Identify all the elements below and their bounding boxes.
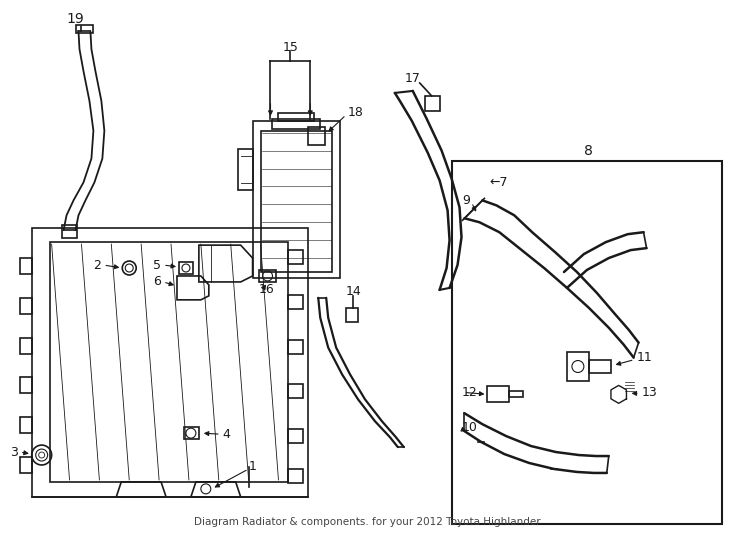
Text: 16: 16 <box>258 284 275 296</box>
Text: 11: 11 <box>636 351 653 364</box>
Text: 2: 2 <box>93 259 101 272</box>
Text: 3: 3 <box>10 446 18 458</box>
Text: 8: 8 <box>584 144 593 158</box>
Text: 17: 17 <box>405 72 421 85</box>
Text: 18: 18 <box>348 106 364 119</box>
Text: Diagram Radiator & components. for your 2012 Toyota Highlander: Diagram Radiator & components. for your … <box>194 517 540 526</box>
Text: 1: 1 <box>249 461 256 474</box>
Text: 19: 19 <box>67 12 84 26</box>
Text: ←7: ←7 <box>490 176 508 189</box>
Text: 9: 9 <box>462 194 470 207</box>
Text: 15: 15 <box>283 40 298 53</box>
Text: 6: 6 <box>153 275 161 288</box>
Text: 5: 5 <box>153 259 161 272</box>
Text: 12: 12 <box>462 386 477 399</box>
Text: 14: 14 <box>345 285 361 299</box>
Text: 13: 13 <box>642 386 658 399</box>
Text: 10: 10 <box>462 421 477 434</box>
Text: 4: 4 <box>222 428 230 441</box>
